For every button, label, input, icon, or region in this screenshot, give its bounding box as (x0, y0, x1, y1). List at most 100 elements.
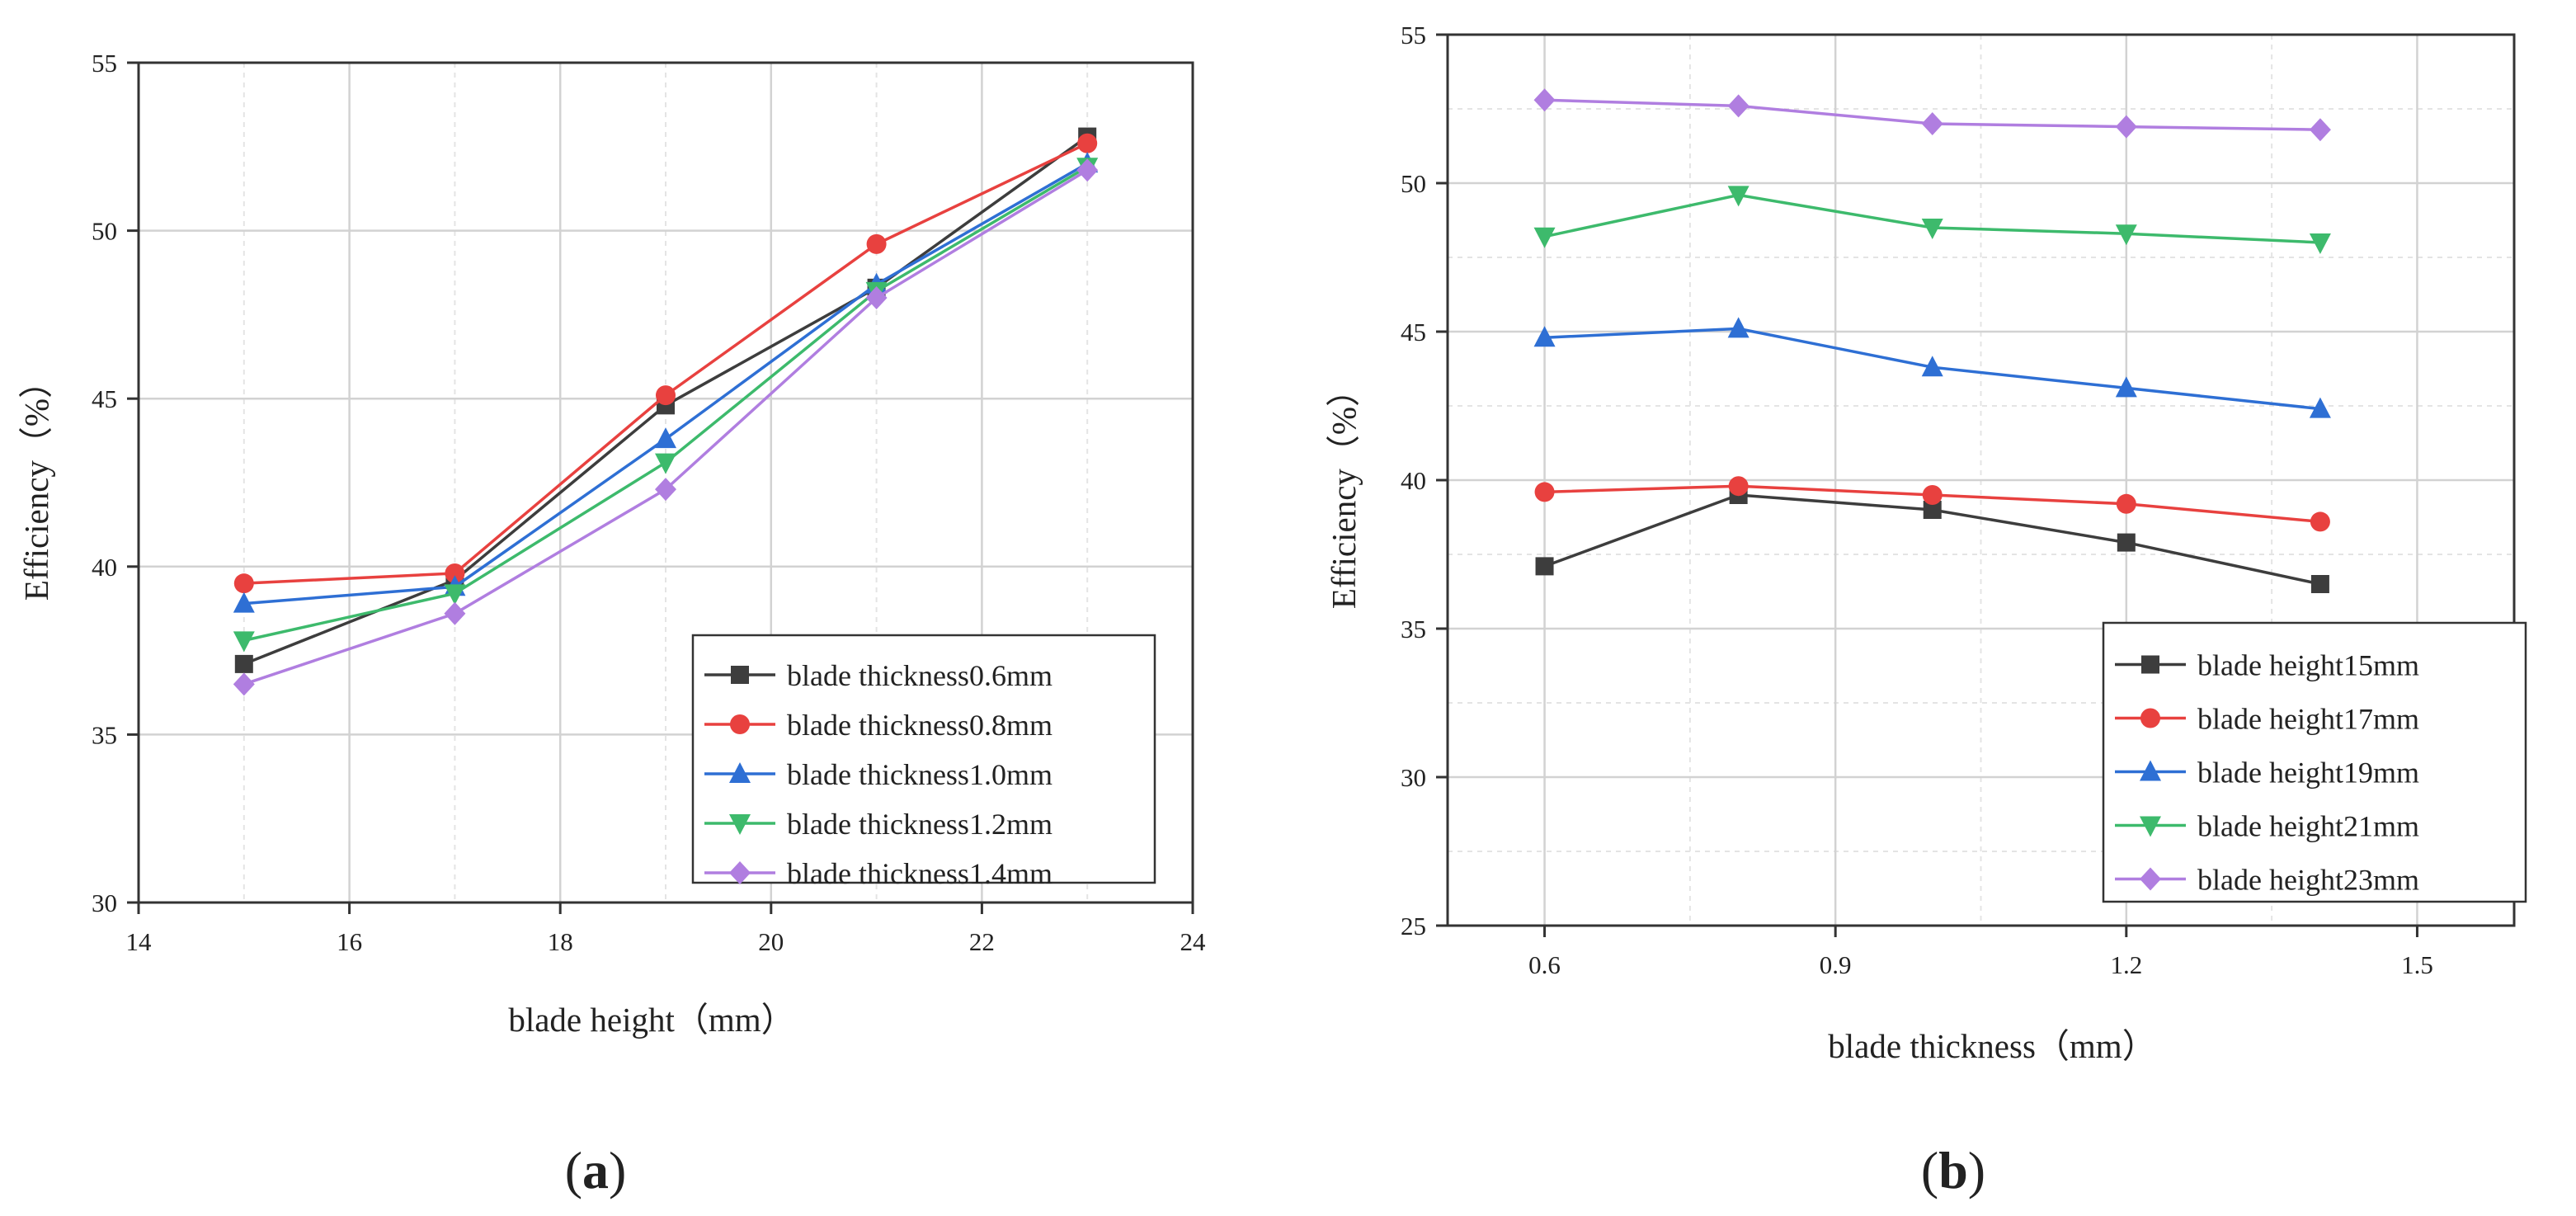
legend-entry: blade thickness0.8mm (787, 709, 1053, 742)
data-point (1533, 227, 1556, 248)
data-point (445, 563, 465, 583)
panel-label-close: ) (1968, 1141, 1985, 1200)
data-point (2309, 233, 2331, 254)
y-tick-label: 40 (1401, 466, 1426, 495)
x-tick-label: 1.2 (2110, 950, 2142, 979)
legend-swatch-marker (729, 861, 751, 884)
y-tick-label: 45 (92, 384, 117, 413)
data-point (233, 631, 255, 653)
legend-swatch-marker (2140, 708, 2160, 728)
legend-swatch-marker (729, 814, 751, 835)
x-axis-title: blade thickness（mm） (1828, 1027, 2155, 1065)
x-tick-label: 18 (548, 927, 573, 956)
data-point (1533, 88, 1556, 112)
y-tick-label: 35 (1401, 615, 1426, 643)
panel-label-letter: a (582, 1141, 609, 1200)
y-tick-label: 30 (1401, 763, 1426, 792)
data-point (2115, 376, 2137, 398)
data-point (2116, 493, 2136, 514)
panel-label: (a) (565, 1141, 627, 1200)
legend-entry: blade height19mm (2197, 756, 2419, 789)
data-point (444, 601, 466, 625)
data-point (1535, 557, 1554, 576)
data-point (656, 385, 676, 406)
data-point (233, 573, 254, 594)
data-point (2117, 533, 2136, 552)
legend-entry: blade height15mm (2197, 649, 2419, 682)
panel-label-open: ( (1921, 1141, 1938, 1200)
legend-entry: blade height23mm (2197, 864, 2419, 897)
y-tick-label: 45 (1401, 318, 1426, 346)
legend-swatch-marker (2141, 655, 2159, 674)
data-point (2310, 511, 2330, 532)
data-point (1533, 326, 1556, 347)
legend-swatch-marker (2140, 816, 2161, 837)
x-tick-label: 14 (126, 927, 153, 956)
y-tick-label: 55 (1401, 21, 1426, 49)
data-point (2309, 397, 2331, 418)
data-point (444, 584, 466, 606)
legend-swatch-marker (2140, 760, 2161, 781)
plot-frame (137, 61, 1194, 904)
data-point (2115, 224, 2137, 246)
data-point (2310, 575, 2329, 593)
panel-label: (b) (1921, 1141, 1985, 1200)
x-tick-label: 22 (969, 927, 995, 956)
x-tick-label: 0.6 (1528, 950, 1561, 979)
legend-box (691, 634, 1156, 884)
data-point (1921, 112, 1943, 135)
legend-entry: blade thickness0.6mm (787, 659, 1053, 692)
y-tick-label: 25 (1401, 912, 1426, 940)
data-point (233, 592, 255, 613)
y-axis-title: Efficiency（%） (1325, 373, 1363, 609)
data-point (1921, 219, 1943, 239)
legend-swatch-marker (729, 762, 751, 783)
data-point (1076, 158, 1099, 182)
x-tick-label: 0.9 (1820, 950, 1852, 979)
y-tick-label: 40 (92, 553, 117, 582)
data-point (234, 654, 253, 673)
data-point (1077, 133, 1098, 153)
data-point (233, 672, 255, 696)
x-tick-label: 24 (1180, 927, 1207, 956)
legend-entry: blade thickness1.0mm (787, 758, 1053, 791)
y-axis-title: Efficiency（%） (17, 365, 55, 601)
x-tick-label: 20 (758, 927, 784, 956)
data-point (1922, 485, 1943, 505)
legend-swatch-marker (730, 714, 750, 734)
data-point (1921, 356, 1943, 377)
legend: blade height15mm blade height17mm blade he… (2102, 621, 2527, 903)
x-axis-title: blade height（mm） (508, 1001, 794, 1039)
legend-box (2102, 621, 2527, 903)
data-point (1923, 501, 1942, 519)
data-point (1727, 186, 1750, 207)
data-point (655, 427, 676, 449)
panel-label-close: ) (609, 1141, 626, 1200)
legend-swatch-marker (2140, 867, 2161, 891)
data-point (865, 286, 888, 310)
data-point (1534, 482, 1555, 502)
panel-label-open: ( (565, 1141, 582, 1200)
data-point (655, 453, 676, 474)
x-tick-label: 1.5 (2401, 950, 2433, 979)
y-tick-label: 35 (92, 720, 117, 749)
legend-entry: blade thickness1.2mm (787, 808, 1053, 841)
y-tick-label: 55 (92, 49, 117, 78)
legend-swatch-marker (731, 666, 749, 684)
legend: blade thickness0.6mm blade thickness0.8mm… (691, 634, 1156, 890)
x-tick-label: 16 (337, 927, 362, 956)
data-point (1727, 317, 1750, 338)
data-point (1727, 94, 1750, 118)
legend-entry: blade height17mm (2197, 703, 2419, 736)
data-point (2309, 118, 2331, 142)
legend-entry: blade thickness1.4mm (787, 857, 1053, 890)
y-tick-label: 50 (92, 217, 117, 246)
y-tick-label: 50 (1401, 169, 1426, 198)
data-point (2115, 115, 2137, 139)
chart-panel-a: 14 16 18 20 22 24 30 35 40 45 50 55 blade height（mm）… (17, 49, 1206, 1200)
panel-label-letter: b (1938, 1141, 1968, 1200)
data-point (866, 233, 887, 254)
data-point (655, 478, 676, 502)
